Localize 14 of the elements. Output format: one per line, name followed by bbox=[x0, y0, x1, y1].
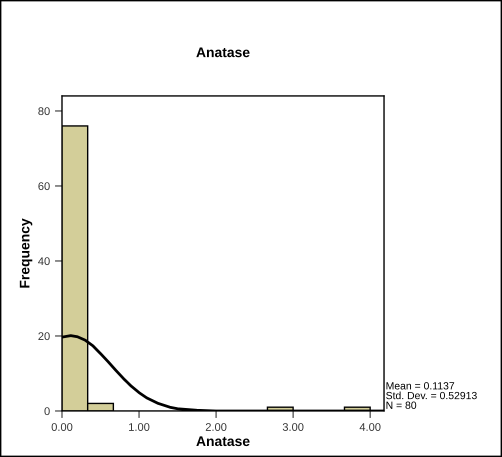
x-tick-label: 4.00 bbox=[360, 423, 381, 431]
y-tick-label: 0 bbox=[44, 407, 50, 416]
y-tick-label: 80 bbox=[38, 107, 50, 116]
x-tick-label: 1.00 bbox=[129, 423, 150, 431]
y-axis-title: Frequency bbox=[20, 218, 32, 288]
x-axis-title: Anatase bbox=[196, 436, 250, 446]
chart-title: Anatase bbox=[196, 48, 250, 58]
y-tick-label: 40 bbox=[38, 257, 50, 266]
x-tick-label: 3.00 bbox=[282, 423, 304, 431]
x-tick-label: 0.00 bbox=[52, 423, 72, 431]
y-tick-label: 60 bbox=[38, 182, 50, 190]
y-tick-label: 20 bbox=[38, 332, 50, 340]
x-tick-label: 2.00 bbox=[206, 423, 226, 431]
text: Mean = 0.1137 Std. Dev. = 0.52913 N = 80 bbox=[386, 382, 477, 409]
